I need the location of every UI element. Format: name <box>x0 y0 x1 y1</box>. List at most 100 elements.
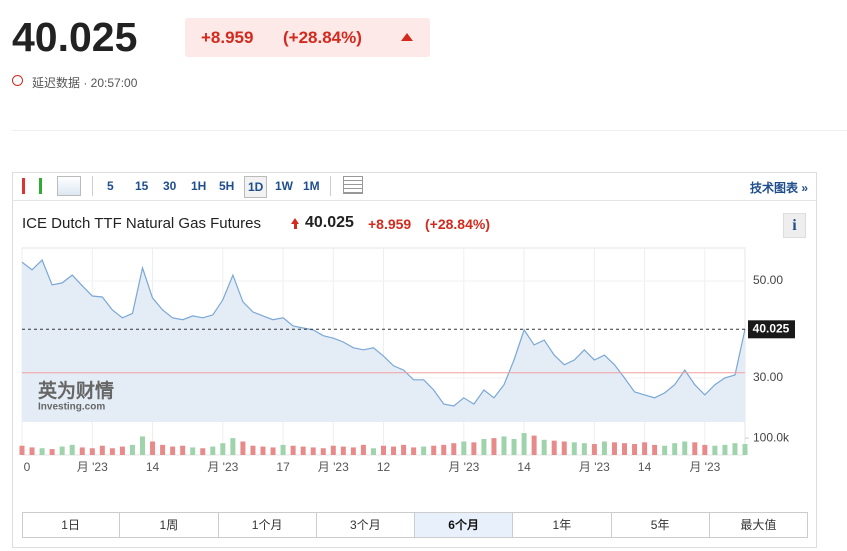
x-tick-label: 月 '23 <box>689 460 720 474</box>
divider <box>92 176 93 196</box>
period-button[interactable]: 1年 <box>513 512 612 538</box>
x-tick-label: 0 <box>24 460 31 474</box>
volume-bar <box>99 445 105 455</box>
volume-bar <box>89 448 95 455</box>
volume-bar <box>632 444 638 455</box>
separator <box>12 130 847 131</box>
volume-bar <box>350 447 356 455</box>
volume-bar <box>541 439 547 455</box>
volume-bar <box>642 442 648 455</box>
watermark-cn: 英为财情 <box>38 379 114 402</box>
volume-bar <box>591 444 597 455</box>
chart-change: +8.959 <box>368 216 412 232</box>
volume-bar <box>69 444 75 455</box>
volume-bar <box>129 444 135 455</box>
volume-bar <box>411 447 417 455</box>
volume-bar <box>551 440 557 455</box>
up-arrow <box>401 33 413 41</box>
y-tick-label: 30.00 <box>753 370 783 384</box>
period-button[interactable]: 最大值 <box>710 512 808 538</box>
volume-bar <box>220 443 226 455</box>
interval-button[interactable]: 30 <box>163 179 177 193</box>
volume-bar <box>531 435 537 455</box>
x-tick-label: 月 '23 <box>77 460 108 474</box>
x-tick-label: 14 <box>638 460 652 474</box>
volume-bar <box>340 446 346 455</box>
volume-bar <box>702 444 708 455</box>
toolbar-border <box>12 200 817 201</box>
volume-bar <box>320 448 326 455</box>
chart-title: ICE Dutch TTF Natural Gas Futures <box>22 215 261 232</box>
volume-bar <box>310 447 316 455</box>
up-arrow <box>291 218 299 224</box>
period-button[interactable]: 1日 <box>22 512 121 538</box>
price: 40.025 <box>12 14 138 60</box>
volume-bar <box>501 436 507 455</box>
volume-bar <box>140 436 145 455</box>
period-button[interactable]: 1个月 <box>219 512 317 538</box>
up-arrow-stem <box>293 224 297 229</box>
volume-bar <box>622 443 627 455</box>
volume-bar <box>481 438 487 455</box>
volume-bar <box>521 433 527 455</box>
volume-bar <box>370 448 376 455</box>
volume-bar <box>401 444 407 455</box>
volume-bar <box>381 445 386 455</box>
interval-button[interactable]: 1H <box>191 179 207 193</box>
volume-bar <box>170 446 176 455</box>
volume-bar <box>611 442 617 455</box>
volume-bar <box>712 445 718 455</box>
volume-bar <box>682 441 688 455</box>
volume-bar <box>561 441 567 455</box>
period-button[interactable]: 5年 <box>612 512 710 538</box>
volume-bar <box>270 447 276 455</box>
interval-button[interactable]: 5H <box>219 179 235 193</box>
last-price-label: 40.025 <box>753 321 790 335</box>
volume-bar <box>441 444 447 455</box>
volume-bar <box>672 443 678 455</box>
period-button[interactable]: 6个月 <box>415 512 514 538</box>
interval-button[interactable]: 1D <box>244 176 268 198</box>
volume-bar <box>59 446 65 455</box>
volume-bar <box>511 438 517 455</box>
clock-icon <box>12 75 23 86</box>
watermark-en: Investing.com <box>38 402 105 413</box>
layout-icon[interactable] <box>343 176 363 194</box>
volume-bar <box>39 448 45 455</box>
x-tick-label: 月 '23 <box>318 460 349 474</box>
volume-bar <box>662 445 668 455</box>
volume-bar <box>79 447 85 455</box>
interval-button[interactable]: 5 <box>107 179 114 193</box>
interval-button[interactable]: 15 <box>135 179 149 193</box>
period-button[interactable]: 3个月 <box>317 512 415 538</box>
x-tick-label: 17 <box>276 460 290 474</box>
volume-bar <box>290 445 296 455</box>
interval-button[interactable]: 1M <box>303 179 320 193</box>
volume-bar <box>240 441 246 455</box>
volume-bar <box>571 442 577 455</box>
x-tick-label: 月 '23 <box>579 460 610 474</box>
candle-icon[interactable] <box>22 178 42 194</box>
volume-bar <box>190 447 196 455</box>
delay-note: 延迟数据 · 20:57:00 <box>32 76 138 90</box>
tech-chart-link[interactable]: 技术图表 » <box>750 181 809 195</box>
volume-bar <box>330 445 336 455</box>
y2-tick-label: 100.0k <box>753 430 790 444</box>
info-button[interactable]: i <box>783 213 806 238</box>
period-button[interactable]: 1周 <box>120 512 219 538</box>
x-tick-label: 月 '23 <box>207 460 238 474</box>
interval-button[interactable]: 1W <box>275 179 293 193</box>
x-tick-label: 月 '23 <box>448 460 479 474</box>
volume-bar <box>200 448 206 455</box>
volume-bar <box>29 447 35 455</box>
volume-bar <box>431 445 437 455</box>
volume-bar <box>652 444 658 455</box>
volume-bar <box>451 443 457 455</box>
volume-bar <box>119 446 125 455</box>
volume-bar <box>180 445 186 455</box>
volume-bar <box>581 443 587 455</box>
area-icon[interactable] <box>57 176 81 196</box>
volume-bar <box>692 442 698 455</box>
chart-change-pct: (+28.84%) <box>425 216 490 232</box>
volume-bar <box>471 442 477 455</box>
